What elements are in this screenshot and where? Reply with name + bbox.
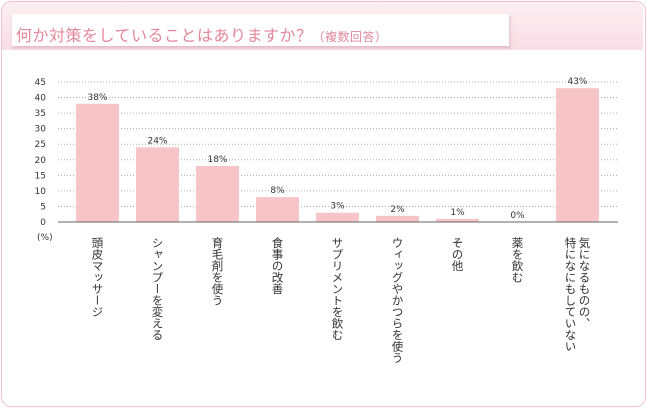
value-label: 8% <box>270 186 285 196</box>
value-label: 0% <box>510 211 525 221</box>
y-tick-label: 15 <box>35 171 46 181</box>
y-tick-label: 45 <box>35 78 46 88</box>
bar <box>316 212 359 222</box>
x-tick-label: 薬を飲む <box>510 237 525 283</box>
y-tick-label: 30 <box>35 125 47 135</box>
bar <box>376 215 419 222</box>
x-tick-label: 食事の改善 <box>270 237 285 295</box>
x-tick-label: ウィッグやかつらを使う <box>390 237 405 364</box>
x-tick-label: サプリメントを飲む <box>330 237 345 341</box>
x-tick-label: その他 <box>450 237 465 272</box>
chart-title: 何か対策をしていることはありますか？（複数回答） <box>16 22 388 46</box>
y-tick-label: 35 <box>35 109 46 119</box>
y-tick-label: 5 <box>40 202 46 212</box>
value-label: 38% <box>87 93 107 103</box>
y-tick-label: 20 <box>35 156 47 166</box>
bar <box>136 147 179 222</box>
bar <box>76 103 119 222</box>
x-tick-label: 育毛剤を使う <box>210 237 225 306</box>
value-label: 3% <box>330 202 345 212</box>
value-label: 24% <box>147 136 167 146</box>
x-tick-label: 気になるものの、 特になにもしていない <box>563 237 592 352</box>
bar <box>196 166 239 222</box>
bar <box>436 218 479 222</box>
value-label: 18% <box>207 155 227 165</box>
y-tick-label: 0 <box>40 218 46 228</box>
value-label: 2% <box>390 205 405 215</box>
value-label: 43% <box>567 77 587 87</box>
y-tick-label: 10 <box>35 187 47 197</box>
title-box <box>12 14 509 46</box>
x-tick-label: シャンプーを変える <box>150 237 165 341</box>
value-label: 1% <box>450 208 465 218</box>
x-tick-label: 頭皮マッサージ <box>90 237 105 318</box>
title-subtitle: （複数回答） <box>312 30 388 44</box>
y-tick-label: 25 <box>35 140 46 150</box>
title-main: 何か対策をしていることはありますか？ <box>16 26 313 45</box>
bar <box>256 197 299 222</box>
y-tick-label: 40 <box>35 94 47 104</box>
y-axis-unit: (%) <box>37 233 53 243</box>
bar <box>556 88 599 222</box>
